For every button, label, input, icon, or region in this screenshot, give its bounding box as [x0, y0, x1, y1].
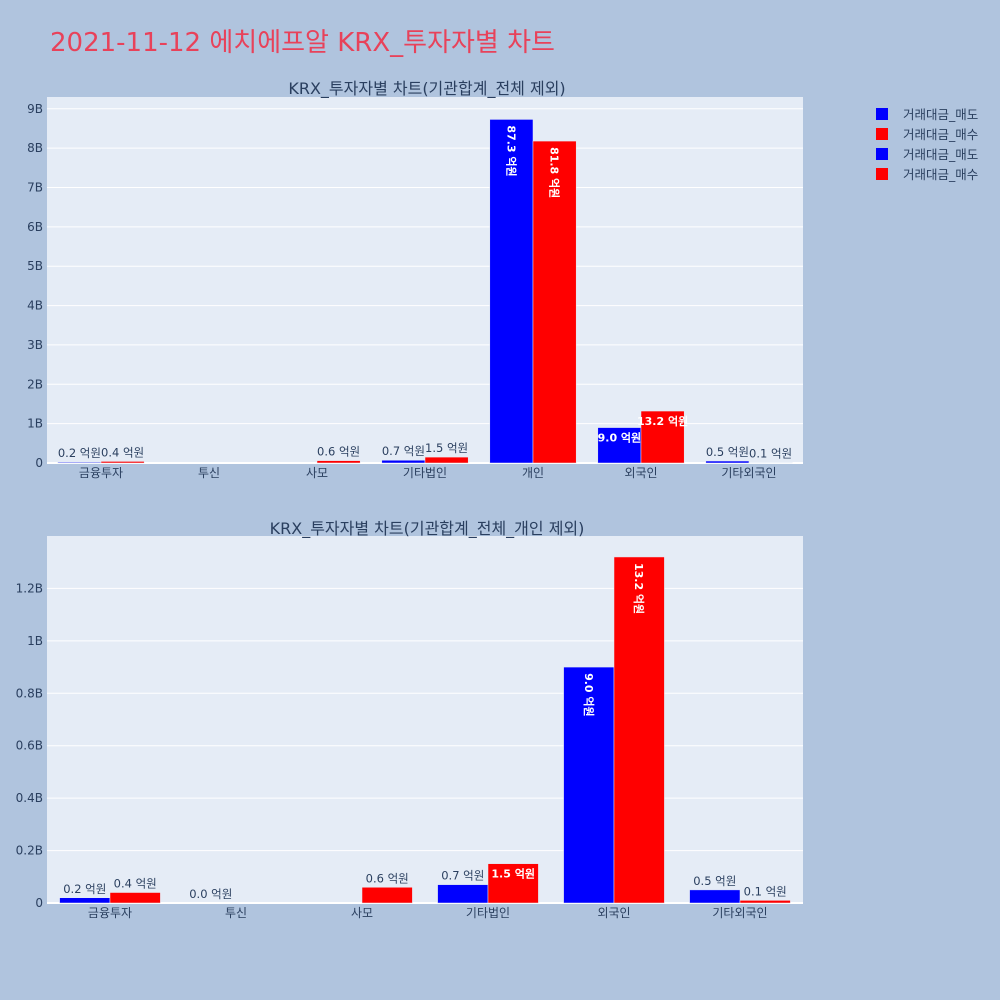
- y-tick-label: 1B: [27, 417, 43, 431]
- x-tick-label: 기타법인: [403, 466, 447, 480]
- data-label: 81.8 억원: [548, 147, 562, 198]
- bar: [689, 889, 741, 904]
- data-label: 0.5 억원: [693, 874, 736, 888]
- y-tick-label: 0: [35, 456, 43, 470]
- bar: [705, 460, 750, 464]
- bar: [739, 900, 791, 904]
- bar: [57, 461, 102, 464]
- data-label: 9.0 억원: [582, 673, 596, 717]
- data-label: 9.0 억원: [598, 431, 642, 445]
- data-label: 13.2 억원: [637, 414, 688, 428]
- data-label: 0.4 억원: [114, 877, 157, 891]
- bar: [563, 666, 615, 904]
- y-tick-label: 0.2B: [16, 844, 43, 858]
- y-tick-label: 7B: [27, 181, 43, 195]
- legend-swatch: [876, 168, 888, 180]
- data-label: 87.3 억원: [504, 125, 518, 176]
- plot-area: [47, 536, 803, 903]
- x-tick-label: 외국인: [597, 906, 630, 920]
- bar: [437, 884, 489, 904]
- data-label: 0.1 억원: [744, 884, 787, 898]
- chart-title: KRX_투자자별 차트(기관합계_전체_개인 제외): [270, 519, 585, 539]
- y-tick-label: 5B: [27, 259, 43, 273]
- y-tick-label: 9B: [27, 102, 43, 116]
- bar: [361, 887, 413, 904]
- bar: [109, 892, 161, 904]
- x-tick-label: 금융투자: [79, 466, 123, 480]
- bar: [487, 863, 539, 904]
- y-tick-label: 0.8B: [16, 686, 43, 700]
- y-tick-label: 3B: [27, 338, 43, 352]
- legend-label: 거래대금_매수: [903, 127, 978, 142]
- bar: [424, 456, 469, 464]
- x-tick-label: 기타외국인: [712, 906, 767, 920]
- x-tick-label: 사모: [351, 906, 373, 920]
- data-label: 0.4 억원: [101, 445, 144, 459]
- chart-title: KRX_투자자별 차트(기관합계_전체 제외): [288, 79, 565, 99]
- bar: [532, 140, 577, 464]
- bar: [59, 897, 111, 904]
- legend-label: 거래대금_매수: [903, 167, 978, 182]
- data-label: 0.2 억원: [63, 882, 106, 896]
- x-tick-label: 기타외국인: [721, 466, 776, 480]
- legend-swatch: [876, 148, 888, 160]
- data-label: 1.5 억원: [425, 441, 468, 455]
- data-label: 0.6 억원: [366, 871, 409, 885]
- bar: [489, 119, 534, 464]
- y-tick-label: 4B: [27, 299, 43, 313]
- y-tick-label: 1B: [27, 634, 43, 648]
- bar: [613, 556, 665, 904]
- y-tick-label: 1.2B: [16, 581, 43, 595]
- bar: [381, 459, 426, 464]
- data-label: 0.7 억원: [382, 444, 425, 458]
- y-tick-label: 0.4B: [16, 791, 43, 805]
- y-tick-label: 2B: [27, 377, 43, 391]
- page-title: 2021-11-12 에치에프알 KRX_투자자별 차트: [50, 28, 555, 58]
- data-label: 0.2 억원: [58, 446, 101, 460]
- x-tick-label: 금융투자: [88, 906, 132, 920]
- y-tick-label: 6B: [27, 220, 43, 234]
- x-tick-label: 사모: [306, 466, 328, 480]
- y-tick-label: 0.6B: [16, 739, 43, 753]
- plot-area: [47, 97, 803, 463]
- bar: [640, 410, 685, 464]
- legend-label: 거래대금_매도: [903, 147, 978, 162]
- legend-label: 거래대금_매도: [903, 107, 978, 122]
- data-label: 0.6 억원: [317, 445, 360, 459]
- legend-swatch: [876, 108, 888, 120]
- y-tick-label: 8B: [27, 141, 43, 155]
- data-label: 0.1 억원: [749, 447, 792, 461]
- x-tick-label: 투신: [225, 906, 247, 920]
- x-tick-label: 투신: [198, 466, 220, 480]
- data-label: 13.2 억원: [632, 563, 646, 614]
- data-label: 0.5 억원: [706, 445, 749, 459]
- y-tick-label: 0: [35, 896, 43, 910]
- bar: [100, 461, 145, 464]
- x-tick-label: 개인: [522, 466, 544, 480]
- bar: [316, 460, 361, 464]
- legend-swatch: [876, 128, 888, 140]
- data-label: 0.0 억원: [189, 887, 232, 901]
- x-tick-label: 기타법인: [466, 906, 510, 920]
- bar: [597, 427, 642, 464]
- data-label: 0.7 억원: [441, 869, 484, 883]
- x-tick-label: 외국인: [624, 466, 657, 480]
- data-label: 1.5 억원: [491, 867, 535, 881]
